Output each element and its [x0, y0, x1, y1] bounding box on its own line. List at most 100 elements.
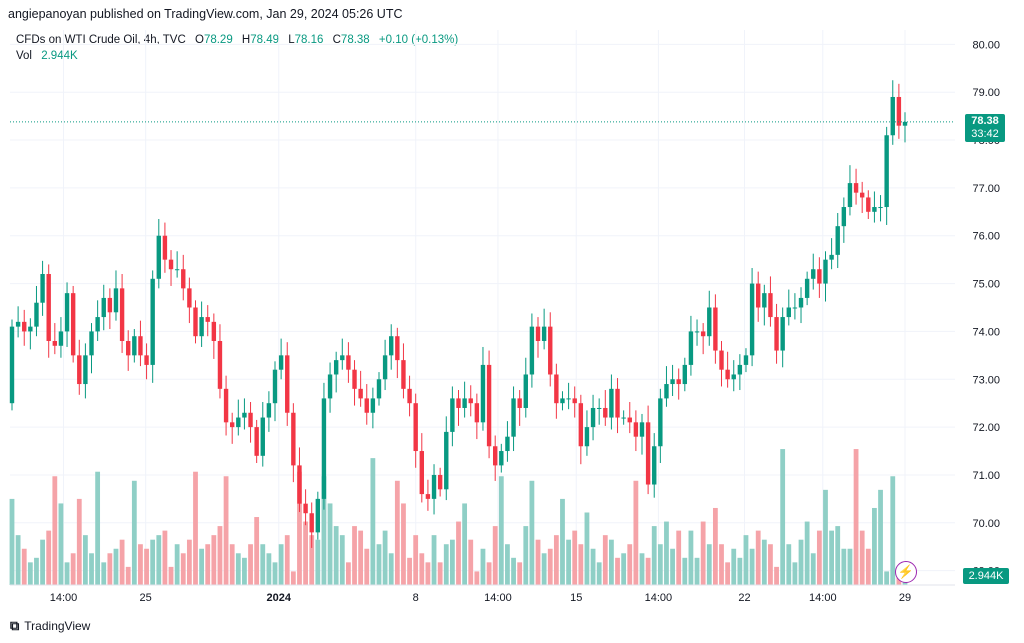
candle-body — [236, 417, 241, 428]
volume-bar — [639, 553, 645, 585]
volume-bar — [682, 557, 688, 585]
candle-body — [603, 407, 608, 418]
volume-bar — [254, 517, 260, 585]
volume-bar — [278, 544, 284, 585]
volume-legend: Vol 2.944K — [16, 50, 78, 62]
candle-body — [468, 398, 473, 404]
candle-body — [64, 293, 70, 332]
bar-countdown: 33:42 — [971, 128, 999, 140]
volume-bar — [168, 566, 174, 585]
volume-bar — [511, 557, 516, 585]
symbol-name[interactable]: CFDs on WTI Crude Oil, 4h, TVC — [16, 34, 186, 46]
candle-body — [884, 135, 889, 208]
volume-bar — [792, 562, 798, 585]
candle-body — [890, 96, 895, 136]
candle-body — [823, 259, 828, 284]
volume-bar — [498, 476, 504, 585]
candle-body — [181, 269, 186, 289]
footer-brand[interactable]: ⧉ TradingView — [10, 618, 90, 634]
volume-bar — [590, 548, 596, 585]
volume-bar — [346, 562, 351, 585]
volume-bar — [774, 566, 779, 585]
price-tick-label: 73.00 — [972, 374, 1000, 386]
candle-body — [700, 331, 706, 337]
candle-body — [46, 274, 51, 341]
candle-body — [627, 417, 632, 423]
candle-body — [731, 374, 736, 380]
price-tick-label: 80.00 — [972, 39, 1000, 51]
time-axis[interactable]: 14:00 25 2024 8 14:00 15 14:00 22 14:00 29 — [50, 592, 911, 604]
volume-bar — [706, 544, 712, 585]
volume-bar — [553, 535, 559, 585]
volume-bar — [266, 553, 272, 585]
price-tick-label: 75.00 — [972, 279, 1000, 291]
volume-bar — [260, 544, 266, 585]
volume-bar — [229, 544, 235, 585]
volume-bar — [407, 557, 412, 585]
candle-body — [199, 317, 204, 337]
volume-bar — [321, 476, 327, 585]
volume-bar — [847, 548, 853, 585]
candle-body — [138, 336, 143, 356]
volume-bar — [272, 562, 278, 585]
volume-bar — [339, 535, 345, 585]
candle-body — [174, 269, 180, 271]
volume-label[interactable]: Vol — [16, 50, 32, 62]
volume-bar — [290, 571, 296, 585]
price-chart[interactable]: 69.0070.0071.0072.0073.0074.0075.0076.00… — [0, 0, 1024, 610]
volume-bar — [64, 562, 70, 585]
candle-body — [119, 288, 125, 341]
volume-bar — [859, 530, 865, 585]
candle-body — [835, 226, 840, 255]
volume-bar — [884, 571, 890, 585]
volume-bar — [468, 539, 474, 585]
candle-body — [144, 355, 149, 365]
candle-body — [15, 321, 21, 327]
volume-bar — [719, 544, 724, 585]
volume-bar — [676, 530, 682, 585]
time-tick-label: 8 — [413, 592, 419, 604]
volume-bar — [333, 526, 339, 585]
volume-bar — [456, 521, 461, 585]
volume-bar — [358, 530, 364, 585]
volume-bar — [199, 548, 205, 585]
candle-body — [829, 254, 834, 260]
grid-lines — [10, 30, 955, 585]
volume-bar — [664, 521, 669, 585]
candle-body — [315, 498, 321, 533]
candle-body — [725, 369, 730, 380]
candle-body — [492, 446, 498, 466]
volume-bar — [425, 562, 431, 585]
candle-body — [107, 297, 113, 313]
lightning-icon[interactable]: ⚡ — [895, 561, 917, 583]
candle-body — [266, 403, 272, 418]
volume-bar — [670, 548, 675, 585]
volume-bar — [131, 480, 137, 585]
candle-body — [346, 355, 351, 370]
candle-body — [28, 326, 33, 332]
candle-body — [615, 388, 620, 418]
candle-body — [474, 403, 480, 423]
candle-body — [22, 321, 27, 332]
candle-body — [431, 474, 437, 499]
volume-bar — [401, 503, 406, 585]
volume-bar — [829, 530, 835, 585]
last-price-tag: 78.38 33:42 — [965, 114, 1005, 142]
candle-body — [40, 274, 45, 303]
price-tick-label: 77.00 — [972, 183, 1000, 195]
candle-body — [798, 297, 804, 308]
volume-bar — [609, 539, 614, 585]
candle-body — [541, 326, 547, 341]
candle-body — [156, 235, 161, 279]
volume-bar — [419, 553, 425, 585]
candle-body — [272, 369, 278, 404]
candle-body — [517, 398, 522, 408]
volume-bar — [761, 539, 767, 585]
candle-body — [358, 388, 363, 399]
price-tick-label: 79.00 — [972, 87, 1000, 99]
candle-body — [896, 96, 902, 126]
low-value: 78.16 — [294, 34, 324, 46]
candle-body — [480, 364, 486, 423]
candle-body — [756, 283, 761, 308]
volume-tag: 2.944K — [963, 568, 1009, 584]
